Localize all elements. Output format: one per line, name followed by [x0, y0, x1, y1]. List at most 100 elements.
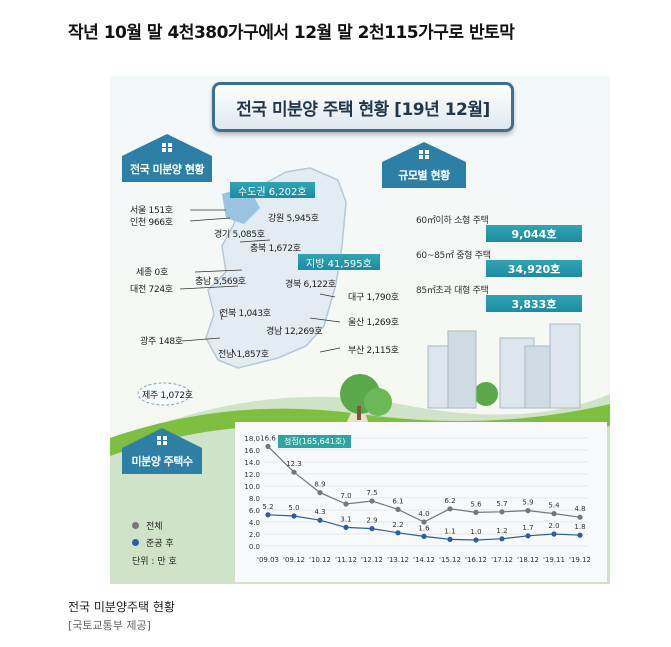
- data-label: 1.2: [496, 527, 507, 535]
- y-tick-label: 2.0: [249, 531, 260, 539]
- data-label: 5.4: [548, 502, 560, 510]
- section-label-size: 규모별 현황: [382, 162, 466, 188]
- region-label: 대전 724호: [130, 285, 173, 295]
- tree-trunk: [357, 406, 361, 420]
- legend-label-total: 전체: [146, 522, 163, 532]
- data-point: [525, 533, 531, 539]
- x-tick-label: '12.12: [361, 556, 383, 564]
- capital-area-total: 수도권 6,202호: [230, 182, 315, 198]
- data-label: 8.9: [314, 481, 325, 489]
- data-label: 2.2: [392, 521, 403, 529]
- title-banner: 전국 미분양 주택 현황 [19년 12월]: [212, 82, 514, 132]
- data-label: 4.0: [418, 510, 429, 518]
- x-tick-label: '11.12: [335, 556, 357, 564]
- x-tick-label: '19.12: [569, 556, 591, 564]
- y-tick-label: 16.0: [244, 447, 260, 455]
- data-label: 4.3: [314, 508, 325, 516]
- legend-marker-completed: [132, 539, 139, 546]
- non-capital-area-total: 지방 41,595호: [298, 254, 380, 270]
- data-point: [577, 514, 583, 520]
- data-point: [499, 536, 505, 542]
- window-icon: [419, 150, 429, 159]
- data-label: 7.5: [366, 489, 377, 497]
- region-label: 전남 1,857호: [218, 350, 269, 360]
- region-label: 강원 5,945호: [268, 214, 319, 224]
- y-tick-label: 6.0: [249, 507, 260, 515]
- y-tick-label: 10.0: [244, 483, 260, 491]
- data-point: [525, 508, 531, 514]
- data-label: 7.0: [340, 492, 351, 500]
- region-label: 충남 5,569호: [195, 277, 246, 287]
- data-point: [473, 537, 479, 543]
- infographic-title: 전국 미분양 주택 현황 [19년 12월]: [236, 99, 490, 120]
- data-label: 6.1: [392, 497, 403, 505]
- tree-icon: [364, 388, 392, 416]
- y-tick-label: 14.0: [244, 459, 260, 467]
- data-label: 5.0: [288, 504, 299, 512]
- data-point: [343, 524, 349, 530]
- legend-marker-total: [132, 522, 139, 529]
- x-tick-label: '19.11: [543, 556, 565, 564]
- infographic: 전국 미분양 주택 현황 [19년 12월] 전국 미분양 현황 규모별 현황 …: [110, 76, 610, 584]
- unit-label: 단위 : 만 호: [132, 557, 177, 567]
- data-label: 1.1: [444, 527, 455, 535]
- size-value: 3,833호: [486, 295, 582, 312]
- data-label: 5.9: [522, 499, 533, 507]
- data-point: [317, 517, 323, 523]
- region-label: 울산 1,269호: [348, 318, 399, 328]
- chart-panel: [235, 422, 607, 582]
- size-label: 60~85㎡ 중형 주택: [416, 251, 491, 261]
- region-label: 인천 966호: [130, 218, 173, 228]
- data-point: [343, 501, 349, 507]
- data-label: 2.9: [366, 517, 377, 525]
- data-point: [395, 506, 401, 512]
- region-label: 충북 1,672호: [250, 244, 301, 254]
- tree-icon: [474, 382, 498, 406]
- data-label: 1.8: [574, 523, 585, 531]
- region-label: 경기 5,085호: [214, 230, 265, 240]
- data-label: 4.8: [574, 505, 585, 513]
- legend-total: 전체: [132, 519, 163, 532]
- data-label: 1.0: [470, 528, 481, 536]
- caption-title: 전국 미분양주택 현황: [68, 600, 175, 614]
- region-label: 경북 6,122호: [285, 280, 336, 290]
- data-label: 5.2: [262, 503, 273, 511]
- region-label: 세종 0호: [136, 268, 168, 278]
- region-label: 경남 12,269호: [266, 327, 323, 337]
- trend-chart: 18.0 16.0 14.0 12.0 10.0 8.0 6.0 4.0 2.0 0.0 '09.0…: [235, 422, 607, 582]
- data-point: [551, 511, 557, 517]
- grid-layer: 18.0 16.0 14.0 12.0 10.0 8.0 6.0 4.0 2.0 0.0 '09.0…: [244, 435, 591, 564]
- data-point: [499, 509, 505, 515]
- data-point: [291, 469, 297, 475]
- data-point: [577, 532, 583, 538]
- x-tick-label: '13.12: [387, 556, 409, 564]
- data-point: [473, 509, 479, 515]
- data-point: [421, 533, 427, 539]
- x-tick-label: '10.12: [309, 556, 331, 564]
- data-label: 6.2: [444, 497, 455, 505]
- data-point: [265, 512, 271, 518]
- y-tick-label: 12.0: [244, 471, 260, 479]
- data-label: 5.7: [496, 500, 507, 508]
- apartment-buildings-illustration: [427, 323, 581, 409]
- x-tick-label: '14.12: [413, 556, 435, 564]
- headline: 작년 10월 말 4천380가구에서 12월 말 2천115가구로 반토막: [68, 23, 515, 43]
- legend-label-completed: 준공 후: [146, 539, 174, 549]
- data-label: 12.3: [286, 460, 302, 468]
- data-label: 2.0: [548, 522, 559, 530]
- region-label: 제주 1,072호: [142, 391, 193, 401]
- data-label: 16.6: [260, 434, 276, 442]
- region-label: 전북 1,043호: [220, 309, 271, 319]
- x-tick-label: '09.03: [257, 556, 279, 564]
- data-point: [317, 490, 323, 496]
- data-point: [551, 531, 557, 537]
- leader-lines: [179, 209, 341, 357]
- window-icon: [157, 436, 167, 445]
- caption-credit: [국토교통부 제공]: [68, 619, 151, 632]
- data-point: [421, 519, 427, 525]
- data-point: [395, 530, 401, 536]
- data-point: [291, 513, 297, 519]
- region-label: 부산 2,115호: [348, 346, 399, 356]
- y-tick-label: 0.0: [249, 543, 260, 551]
- data-point: [369, 526, 375, 532]
